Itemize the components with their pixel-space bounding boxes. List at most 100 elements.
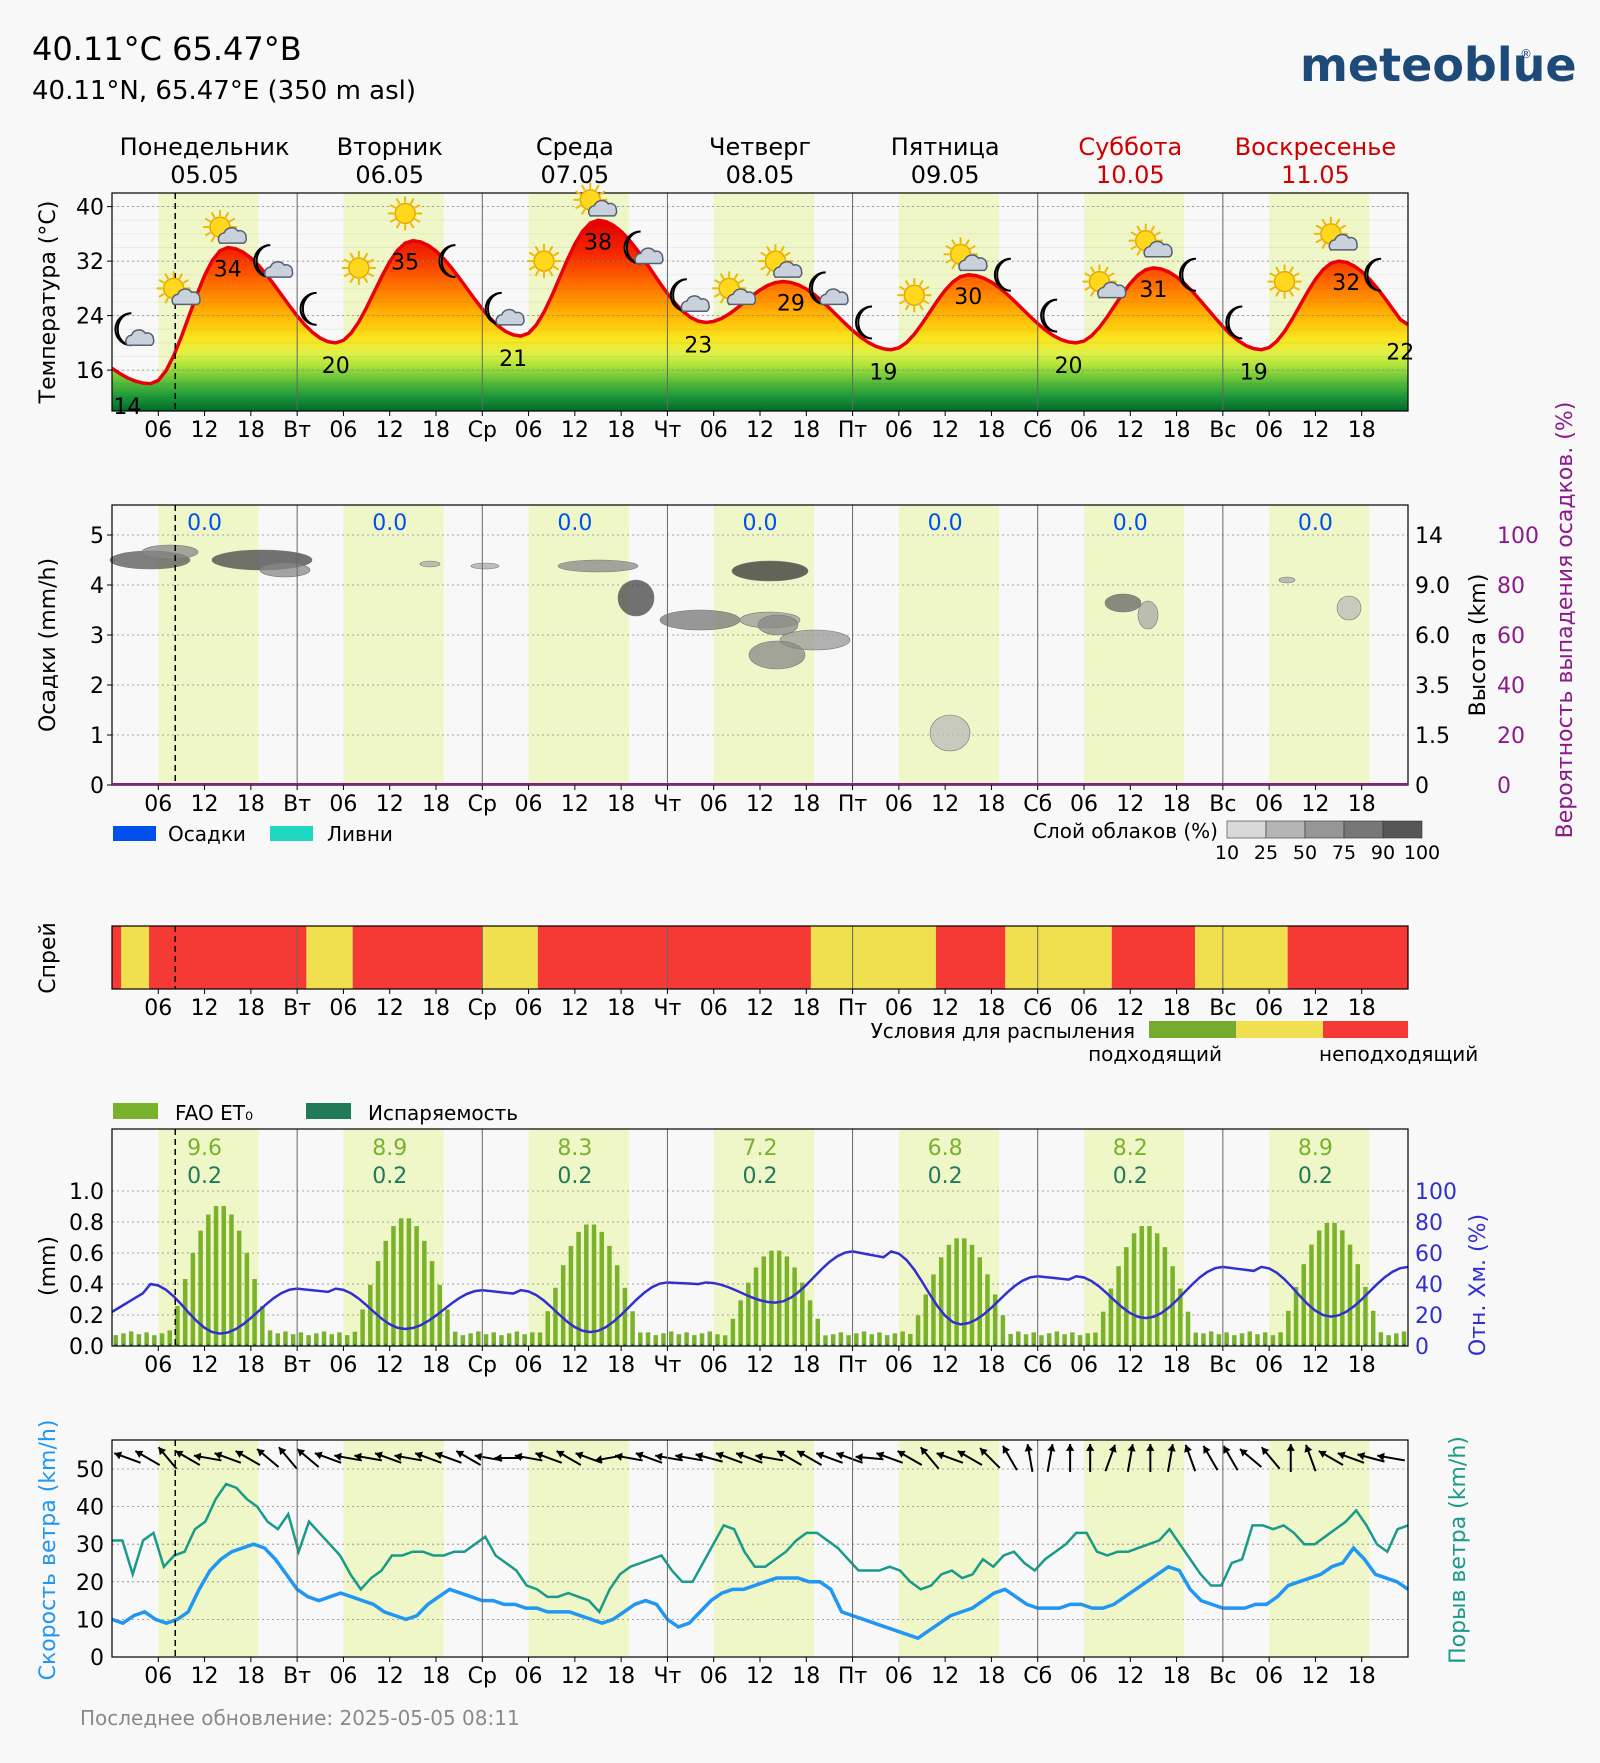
et0-bar bbox=[152, 1335, 157, 1346]
temperature-label: 14 bbox=[113, 395, 141, 420]
x-tick-label: 18 bbox=[1348, 418, 1376, 443]
evaporation-bar bbox=[1402, 1343, 1406, 1346]
y-tick-label: 0.2 bbox=[69, 1304, 104, 1329]
spray-legend-bad bbox=[1323, 1021, 1408, 1038]
spray-segment bbox=[1195, 926, 1288, 989]
et0-bar bbox=[1147, 1226, 1152, 1346]
wind-arrow-head bbox=[1184, 1444, 1192, 1453]
evaporation-bar bbox=[523, 1343, 526, 1346]
et0-bar bbox=[607, 1245, 612, 1346]
y-tick-label: 24 bbox=[76, 305, 104, 330]
et0-bar bbox=[638, 1332, 643, 1346]
daily-et0: 8.9 bbox=[372, 1136, 407, 1161]
rh-tick-label: 20 bbox=[1415, 1304, 1443, 1329]
x-tick-label: 18 bbox=[237, 1353, 265, 1378]
temperature-label: 38 bbox=[584, 230, 612, 255]
et0-bar bbox=[383, 1240, 388, 1346]
wind-arrow-head bbox=[595, 1455, 603, 1464]
x-tick-label: 06 bbox=[515, 792, 543, 817]
evaporation-bar bbox=[1125, 1343, 1128, 1346]
x-tick-label: 18 bbox=[1163, 1664, 1191, 1689]
x-tick-label: 12 bbox=[746, 418, 774, 443]
et0-bar bbox=[1062, 1334, 1067, 1346]
et0-bar bbox=[1332, 1222, 1337, 1346]
evaporation-bar bbox=[538, 1343, 542, 1346]
day-date: 08.05 bbox=[726, 161, 795, 189]
et0-bar bbox=[1270, 1335, 1276, 1346]
sun-icon bbox=[897, 278, 932, 313]
et0-bar bbox=[977, 1257, 982, 1346]
x-tick-label: 12 bbox=[931, 1353, 959, 1378]
x-tick-label: 06 bbox=[144, 1353, 172, 1378]
y-tick-label: 0.6 bbox=[69, 1242, 104, 1267]
et0-bar bbox=[653, 1335, 658, 1346]
et0-bar bbox=[969, 1244, 975, 1346]
x-tick-label: 12 bbox=[1116, 1353, 1144, 1378]
x-tick-label: 06 bbox=[144, 1664, 172, 1689]
evaporation-bar bbox=[1148, 1343, 1151, 1346]
x-tick-label: 12 bbox=[191, 792, 219, 817]
evaporation-bar bbox=[384, 1343, 387, 1346]
et0-bar bbox=[560, 1265, 566, 1346]
cloud-legend-title: Слой облаков (%) bbox=[1033, 819, 1218, 843]
x-tick-label: 12 bbox=[376, 1664, 404, 1689]
evaporation-bar bbox=[1287, 1343, 1290, 1346]
temperature-label: 31 bbox=[1139, 278, 1167, 303]
et0-bar bbox=[1355, 1264, 1360, 1346]
wind-arrow-head bbox=[920, 1447, 929, 1456]
x-tick-label: Вс bbox=[1209, 418, 1236, 443]
evaporation-bar bbox=[1256, 1343, 1259, 1346]
et0-bar bbox=[1340, 1230, 1345, 1346]
temperature-label: 29 bbox=[777, 292, 805, 317]
moon-icon bbox=[1179, 257, 1197, 292]
evaporation-bar bbox=[1387, 1343, 1390, 1346]
et0-bar bbox=[1108, 1288, 1114, 1346]
evaporation-bar bbox=[299, 1343, 303, 1346]
x-tick-label: Ср bbox=[468, 1664, 497, 1689]
et0-bar bbox=[1370, 1310, 1376, 1346]
evaporation-bar bbox=[1001, 1343, 1005, 1346]
evaporation-bar bbox=[245, 1343, 249, 1346]
spray-segment bbox=[121, 926, 150, 989]
x-tick-label: 12 bbox=[1116, 418, 1144, 443]
x-tick-label: Чт bbox=[653, 996, 681, 1021]
evaporation-bar bbox=[214, 1343, 218, 1346]
height-tick-label: 9.0 bbox=[1415, 574, 1450, 599]
x-tick-label: 12 bbox=[561, 1664, 589, 1689]
x-tick-label: 18 bbox=[422, 1664, 450, 1689]
wind-arrow-head bbox=[158, 1447, 167, 1456]
x-tick-label: 18 bbox=[1348, 1353, 1376, 1378]
cloud-layer bbox=[470, 562, 500, 570]
et0-bar bbox=[1008, 1333, 1013, 1346]
moon-icon bbox=[1040, 298, 1058, 333]
et0-bar bbox=[1124, 1247, 1129, 1346]
moon-icon bbox=[1364, 257, 1382, 292]
evaporation-bar bbox=[291, 1343, 295, 1346]
moon-icon bbox=[855, 305, 873, 340]
evaporation-bar bbox=[1186, 1343, 1190, 1346]
et0-bar bbox=[1016, 1331, 1021, 1346]
wind-arrow-head bbox=[214, 1451, 223, 1460]
wind-arrow-head bbox=[297, 1449, 306, 1457]
relative-humidity-line bbox=[111, 1250, 1409, 1335]
wind-arrow-head bbox=[1261, 1447, 1270, 1456]
wind-arrow-head bbox=[257, 1449, 266, 1457]
wind-arrow-head bbox=[494, 1453, 502, 1463]
x-tick-label: 18 bbox=[1348, 792, 1376, 817]
et0-bar bbox=[221, 1206, 226, 1346]
et0-bar bbox=[128, 1331, 134, 1346]
probability-tick-label: 40 bbox=[1497, 674, 1525, 699]
evaporation-bar bbox=[507, 1343, 511, 1346]
spray-segment bbox=[1111, 926, 1196, 989]
evaporation-bar bbox=[1024, 1343, 1028, 1346]
et0-bar bbox=[692, 1335, 697, 1346]
evaporation-bar bbox=[870, 1343, 873, 1346]
evaporation-bar bbox=[237, 1343, 241, 1346]
evaporation-bar bbox=[847, 1343, 850, 1346]
et0-bar bbox=[1054, 1331, 1060, 1346]
x-tick-label: 12 bbox=[746, 1664, 774, 1689]
wind-arrow-head bbox=[375, 1451, 383, 1460]
evaporation-bar bbox=[168, 1343, 171, 1346]
wind-arrow-head bbox=[755, 1452, 763, 1461]
et0-bar bbox=[807, 1300, 813, 1346]
